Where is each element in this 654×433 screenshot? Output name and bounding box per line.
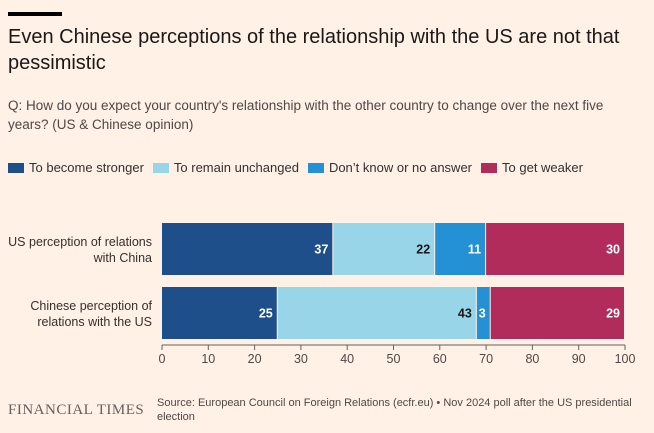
x-tick-label: 20	[248, 352, 262, 366]
bar-segment-don-t-know-or-no-answer	[476, 287, 490, 339]
ft-logo: FINANCIAL TIMES	[8, 402, 145, 418]
legend-label-dont-know: Don’t know or no answer	[328, 160, 473, 175]
bar-segment-to-remain-unchanged	[333, 223, 435, 275]
legend-item-stronger: To become stronger	[8, 160, 144, 175]
legend-swatch-stronger	[8, 162, 24, 173]
data-label: 3	[479, 307, 486, 321]
x-tick-label: 60	[433, 352, 447, 366]
bar-segment-to-get-weaker	[490, 287, 624, 339]
source-note: Source: European Council on Foreign Rela…	[157, 397, 632, 423]
x-tick-label: 80	[525, 352, 539, 366]
top-accent-bar	[8, 12, 62, 16]
bar-segment-don-t-know-or-no-answer	[435, 223, 486, 275]
legend-label-weaker: To get weaker	[502, 160, 583, 175]
legend-label-stronger: To become stronger	[29, 160, 144, 175]
stacked-bar-chart: US perception of relations with China 37 22…	[8, 223, 636, 366]
data-label: 25	[259, 307, 273, 321]
data-label: 29	[606, 307, 620, 321]
x-tick-label: 40	[340, 352, 354, 366]
data-label: 37	[314, 243, 328, 257]
legend-swatch-dont-know	[307, 162, 324, 173]
data-label: 11	[468, 243, 481, 257]
chart-subtitle: Q: How do you expect your country's rela…	[8, 98, 604, 132]
legend-swatch-weaker	[481, 162, 498, 173]
x-tick-label: 100	[615, 352, 636, 366]
legend: To become stronger To remain unchanged D…	[8, 160, 648, 175]
legend-item-weaker: To get weaker	[481, 160, 583, 175]
x-tick-label: 90	[572, 352, 586, 366]
data-label: 43	[458, 307, 472, 321]
x-tick-label: 30	[294, 352, 308, 366]
bar-segment-to-become-stronger	[162, 223, 333, 275]
legend-item-dont-know: Don’t know or no answer	[307, 160, 473, 175]
bar-segment-to-become-stronger	[162, 287, 277, 339]
data-label: 30	[606, 243, 620, 257]
category-label: US perception of relations with China	[8, 235, 152, 265]
x-tick-label: 0	[159, 352, 166, 366]
category-label: Chinese perception of relations with the …	[30, 299, 152, 329]
x-tick-label: 10	[201, 352, 215, 366]
x-tick-label: 70	[479, 352, 493, 366]
bar-segment-to-remain-unchanged	[277, 287, 476, 339]
bar-segment-to-get-weaker	[486, 223, 624, 275]
chart-title: Even Chinese perceptions of the relation…	[8, 26, 620, 74]
legend-item-unchanged: To remain unchanged	[152, 160, 299, 175]
legend-label-unchanged: To remain unchanged	[173, 160, 299, 175]
x-tick-label: 50	[387, 352, 401, 366]
data-label: 22	[416, 243, 430, 257]
legend-swatch-unchanged	[152, 162, 169, 173]
